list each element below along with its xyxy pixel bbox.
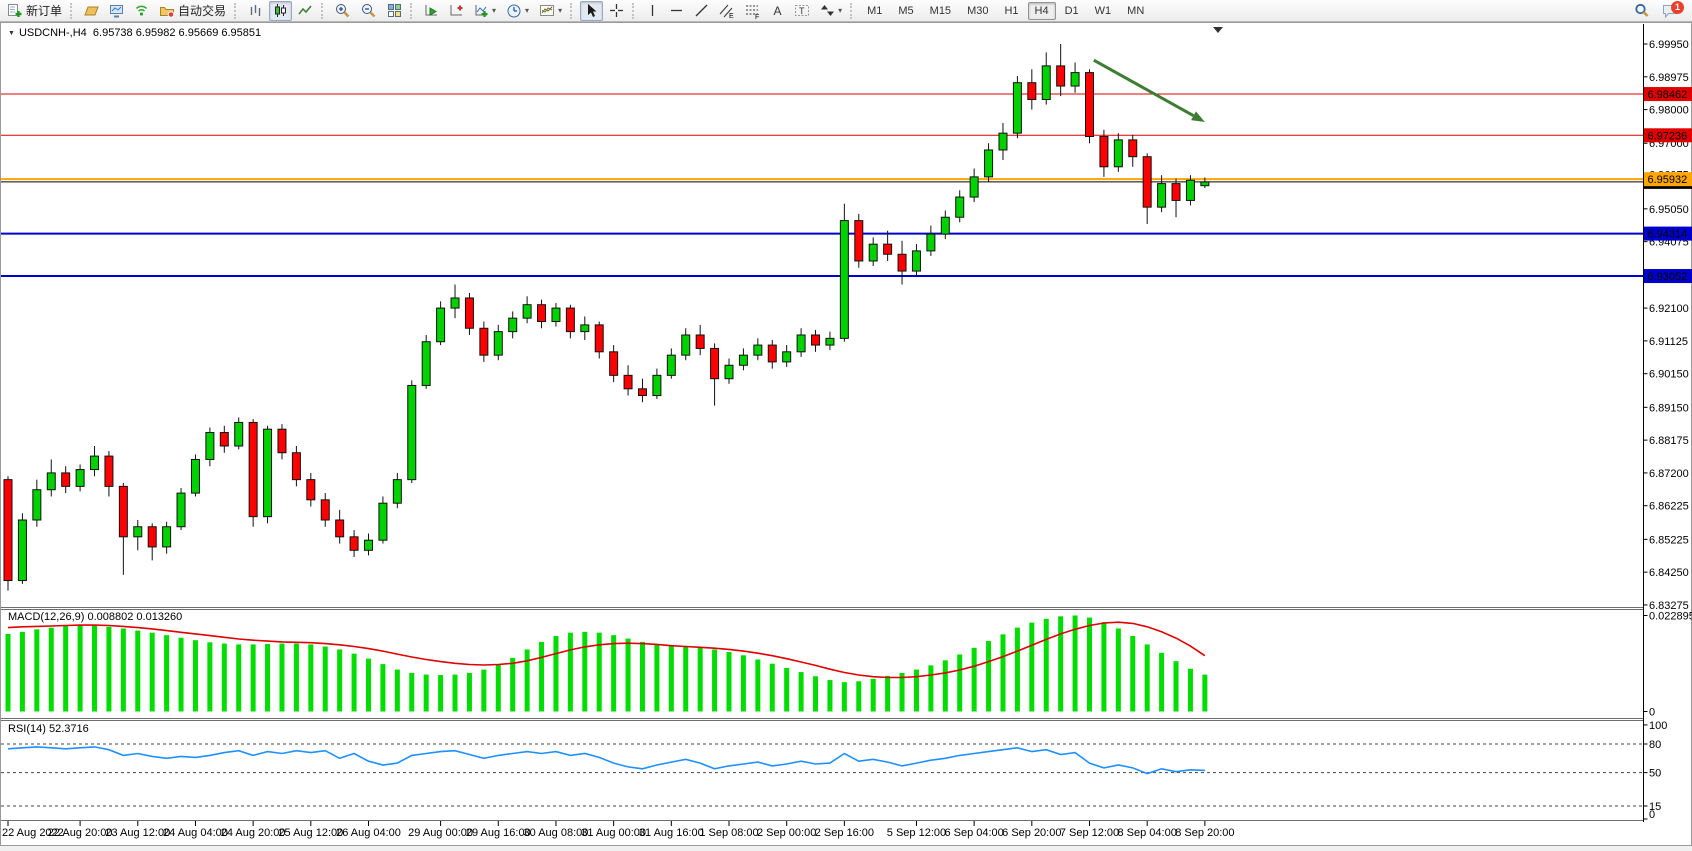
svg-text:F: F bbox=[755, 14, 759, 19]
fibonacci-button[interactable]: F bbox=[741, 1, 765, 21]
terminal-icon bbox=[109, 3, 124, 18]
zoom-in-button[interactable] bbox=[331, 1, 355, 21]
pane-splitter-macd[interactable] bbox=[0, 605, 1643, 611]
text-icon: A bbox=[771, 3, 784, 18]
macd-indicator-label: MACD(12,26,9) 0.008802 0.013260 bbox=[8, 611, 182, 623]
text-button[interactable]: A bbox=[767, 1, 788, 21]
timeframe-D1[interactable]: D1 bbox=[1058, 2, 1086, 20]
signals-button[interactable] bbox=[130, 1, 153, 21]
toolbar-grip bbox=[234, 3, 240, 19]
notification-badge: 1 bbox=[1671, 1, 1684, 14]
rsi-indicator-label: RSI(14) 52.3716 bbox=[8, 723, 89, 735]
svg-text:A: A bbox=[774, 4, 782, 18]
toolbar-grip bbox=[850, 3, 856, 19]
zoom-out-button[interactable] bbox=[357, 1, 381, 21]
new-chart-button[interactable] bbox=[445, 1, 468, 21]
chart-title: ▼ USDCNH-,H4 6.95738 6.95982 6.95669 6.95… bbox=[8, 27, 261, 39]
metaeditor-icon bbox=[84, 4, 99, 18]
text-label-button[interactable]: T bbox=[790, 1, 814, 21]
cursor-button[interactable] bbox=[580, 1, 603, 21]
price-axis[interactable] bbox=[1644, 24, 1692, 820]
crosshair-icon bbox=[609, 3, 624, 18]
pane-splitter-rsi[interactable] bbox=[0, 716, 1643, 722]
new-order-label: 新订单 bbox=[26, 2, 62, 19]
bar-chart-icon bbox=[248, 3, 263, 18]
cursor-icon bbox=[584, 3, 599, 18]
timeframe-M15[interactable]: M15 bbox=[923, 2, 958, 20]
chart-expand-arrow-icon[interactable]: ▼ bbox=[8, 30, 15, 37]
chart-symbol-period: USDCNH-,H4 bbox=[19, 27, 87, 39]
horizontal-line-icon bbox=[669, 3, 684, 18]
bar-chart-button[interactable] bbox=[244, 1, 267, 21]
clock-icon bbox=[506, 3, 522, 19]
line-chart-button[interactable] bbox=[294, 1, 317, 21]
timeframe-H4[interactable]: H4 bbox=[1028, 2, 1056, 20]
chevron-down-icon: ▾ bbox=[525, 7, 529, 15]
arrows-icon bbox=[820, 3, 835, 18]
equidistant-channel-button[interactable]: E bbox=[715, 1, 739, 21]
template-icon bbox=[539, 3, 555, 18]
new-order-button[interactable]: 新订单 bbox=[3, 1, 66, 21]
text-label-icon: T bbox=[794, 3, 810, 18]
autotrading-label: 自动交易 bbox=[178, 2, 226, 19]
toolbar-grip bbox=[321, 3, 327, 19]
templates-button[interactable]: ▾ bbox=[535, 1, 566, 21]
vertical-line-icon bbox=[646, 3, 659, 18]
trendline-button[interactable] bbox=[690, 1, 713, 21]
indicators-button[interactable]: ▾ bbox=[470, 1, 500, 21]
timeframe-M30[interactable]: M30 bbox=[960, 2, 995, 20]
toolbar-grip bbox=[570, 3, 576, 19]
strategy-tester-button[interactable] bbox=[420, 1, 443, 21]
zoom-in-icon bbox=[335, 3, 351, 18]
tile-windows-button[interactable] bbox=[383, 1, 406, 21]
new-order-icon bbox=[7, 3, 23, 18]
timeframe-M5[interactable]: M5 bbox=[891, 2, 920, 20]
candlestick-chart-icon bbox=[273, 3, 288, 18]
periods-button[interactable]: ▾ bbox=[502, 1, 533, 21]
chevron-down-icon: ▾ bbox=[838, 7, 842, 15]
timeframe-M1[interactable]: M1 bbox=[860, 2, 889, 20]
horizontal-line-button[interactable] bbox=[665, 1, 688, 21]
timeframe-MN[interactable]: MN bbox=[1120, 2, 1151, 20]
tile-windows-icon bbox=[387, 3, 402, 18]
signals-icon bbox=[134, 4, 149, 18]
terminal-button[interactable] bbox=[105, 1, 128, 21]
chart-ohlc-values: 6.95738 6.95982 6.95669 6.95851 bbox=[93, 27, 261, 39]
time-axis[interactable] bbox=[0, 822, 1643, 846]
autotrading-icon bbox=[159, 3, 175, 18]
new-chart-icon bbox=[449, 3, 464, 18]
vertical-line-button[interactable] bbox=[642, 1, 663, 21]
equidistant-channel-icon: E bbox=[719, 3, 735, 19]
zoom-out-icon bbox=[361, 3, 377, 18]
chevron-down-icon: ▾ bbox=[558, 7, 562, 15]
toolbar-grip bbox=[70, 3, 76, 19]
candlestick-chart-button[interactable] bbox=[269, 1, 292, 21]
line-chart-icon bbox=[298, 3, 313, 18]
svg-text:E: E bbox=[729, 13, 734, 19]
arrows-button[interactable]: ▾ bbox=[816, 1, 846, 21]
svg-text:T: T bbox=[799, 6, 805, 16]
toolbar-grip bbox=[410, 3, 416, 19]
search-button[interactable] bbox=[1630, 1, 1655, 21]
timeframe-H1[interactable]: H1 bbox=[997, 2, 1025, 20]
autotrading-button[interactable]: 自动交易 bbox=[155, 1, 230, 21]
trendline-icon bbox=[694, 3, 709, 18]
chevron-down-icon: ▾ bbox=[492, 7, 496, 15]
toolbar-right-group: 1 bbox=[1629, 1, 1690, 21]
timeframe-W1[interactable]: W1 bbox=[1088, 2, 1119, 20]
indicators-icon bbox=[474, 3, 489, 18]
crosshair-button[interactable] bbox=[605, 1, 628, 21]
strategy-tester-icon bbox=[424, 3, 439, 18]
search-icon bbox=[1634, 3, 1651, 19]
notifications-button[interactable]: 1 bbox=[1657, 1, 1685, 21]
fibonacci-icon: F bbox=[745, 3, 761, 19]
toolbar-grip bbox=[632, 3, 638, 19]
metaeditor-button[interactable] bbox=[80, 1, 103, 21]
